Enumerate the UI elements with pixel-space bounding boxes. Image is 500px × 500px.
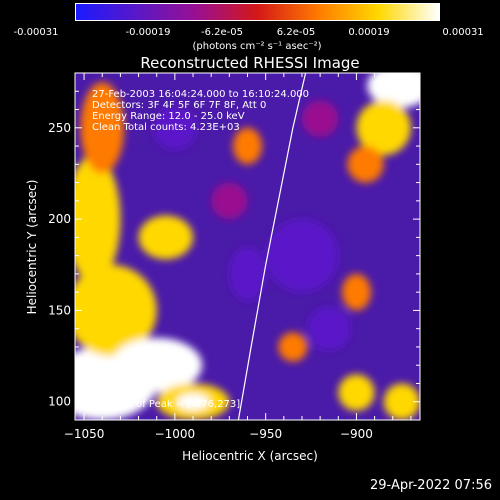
emission-source-8: [356, 100, 411, 156]
emission-source-20: [211, 182, 248, 220]
colorbar-tick-label: 6.2e-05: [276, 27, 316, 38]
x-tick-label: −1000: [155, 427, 196, 441]
timestamp: 29-Apr-2022 07:56: [370, 478, 492, 493]
emission-source-10: [278, 332, 308, 362]
annotation-energy-range: Energy Range: 12.0 - 25.0 keV: [92, 111, 245, 122]
y-tick-label: 100: [48, 395, 71, 409]
emission-source-11: [341, 273, 371, 311]
colorbar: [75, 3, 440, 21]
y-tick-label: 200: [48, 212, 71, 226]
chart-title: Reconstructed RHESSI Image: [140, 54, 360, 72]
axis-ticks: −1050 −1000 −950 −900 100 150 200 250: [48, 72, 420, 441]
emission-source-13: [383, 383, 420, 420]
emission-source-core-7: [385, 75, 415, 96]
emission-source-9: [347, 146, 384, 183]
emission-source-3: [75, 155, 121, 284]
x-axis-label: Heliocentric X (arcsec): [182, 449, 318, 463]
emission-source-19: [301, 100, 339, 137]
colorbar-tick-label: -6.2e-05: [201, 27, 243, 38]
emission-source-core-2: [136, 352, 178, 378]
y-tick-label: 150: [48, 303, 71, 317]
peak-position-label: Position of Peak = [-876,273]: [94, 399, 240, 410]
emission-source-14: [232, 127, 263, 165]
y-axis-label: Heliocentric Y (arcsec): [25, 180, 39, 315]
annotation-detectors: Detectors: 3F 4F 5F 6F 7F 8F, Att 0: [92, 100, 266, 111]
x-tick-label: −950: [249, 427, 282, 441]
x-tick-label: −900: [340, 427, 373, 441]
y-tick-label: 250: [48, 121, 71, 135]
emission-source-16: [153, 105, 197, 150]
annotation-clean-counts: Clean Total counts: 4.23E+03: [92, 122, 240, 133]
emission-sources: [75, 73, 420, 420]
colorbar-tick-label: 0.00031: [442, 27, 484, 38]
emission-source-core-5: [176, 393, 210, 410]
solar-limb-line: [237, 73, 307, 420]
x-tick-label: −1050: [64, 427, 105, 441]
emission-source-1: [75, 264, 157, 357]
emission-source-17: [229, 246, 266, 302]
emission-source-4: [138, 215, 194, 260]
colorbar-tick-label: -0.00019: [125, 27, 171, 38]
emission-source-18: [307, 306, 352, 351]
colorbar-tick-label: -0.00031: [13, 27, 59, 38]
emission-source-15: [265, 219, 339, 293]
emission-source-12: [338, 374, 375, 411]
colorbar-unit-label: (photons cm⁻² s⁻¹ asec⁻²): [192, 41, 322, 52]
emission-source-6: [80, 82, 125, 174]
annotation-time-range: 27-Feb-2003 16:04:24.000 to 16:10:24.000: [92, 89, 309, 100]
colorbar-tick-label: 0.00019: [348, 27, 390, 38]
